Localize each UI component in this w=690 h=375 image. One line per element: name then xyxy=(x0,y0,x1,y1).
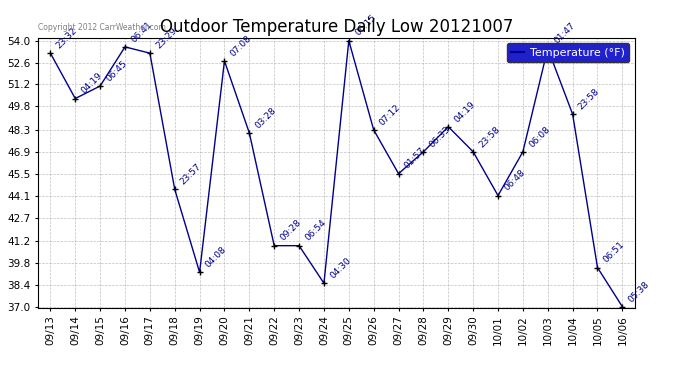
Text: 06:45: 06:45 xyxy=(104,58,129,83)
Title: Outdoor Temperature Daily Low 20121007: Outdoor Temperature Daily Low 20121007 xyxy=(159,18,513,36)
Text: 06:48: 06:48 xyxy=(502,168,526,193)
Text: 07:08: 07:08 xyxy=(228,33,253,58)
Text: 23:32: 23:32 xyxy=(55,26,79,50)
Text: 05:38: 05:38 xyxy=(627,279,651,304)
Text: 04:30: 04:30 xyxy=(328,256,353,280)
Text: 04:19: 04:19 xyxy=(79,71,104,96)
Text: 23:29: 23:29 xyxy=(154,26,179,50)
Text: 01:47: 01:47 xyxy=(552,21,577,46)
Text: Copyright 2012 CarrWeather.com: Copyright 2012 CarrWeather.com xyxy=(38,23,166,32)
Text: 06:33: 06:33 xyxy=(428,124,452,149)
Text: 06:54: 06:54 xyxy=(303,218,328,243)
Text: 03:28: 03:28 xyxy=(253,106,278,130)
Text: 06:15: 06:15 xyxy=(353,13,377,38)
Text: 07:12: 07:12 xyxy=(378,102,402,127)
Text: 23:58: 23:58 xyxy=(477,124,502,149)
Text: 09:28: 09:28 xyxy=(278,218,303,243)
Text: 04:19: 04:19 xyxy=(453,99,477,124)
Text: 01:57: 01:57 xyxy=(403,146,427,171)
Text: 06:41: 06:41 xyxy=(129,20,154,44)
Text: 23:57: 23:57 xyxy=(179,162,204,186)
Text: 23:58: 23:58 xyxy=(577,87,602,111)
Text: 06:51: 06:51 xyxy=(602,240,627,265)
Text: 06:08: 06:08 xyxy=(527,124,552,149)
Text: 04:08: 04:08 xyxy=(204,245,228,270)
Legend: Temperature (°F): Temperature (°F) xyxy=(506,43,629,62)
